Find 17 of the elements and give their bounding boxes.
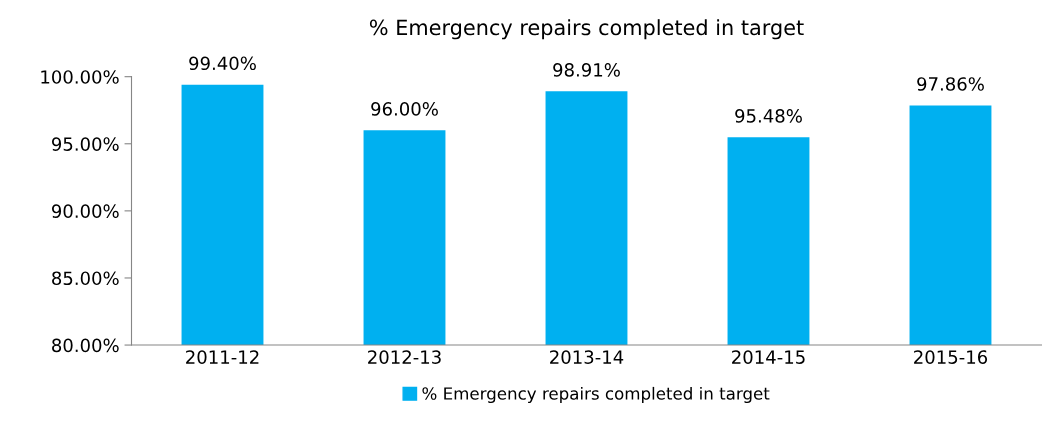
x-tick-label: 2011-12 [186,350,259,364]
x-tick-label: 2014-15 [732,350,805,364]
x-tick-label: 2013-14 [550,350,624,364]
y-tick-label: 95.00% [51,137,119,151]
data-label: 97.86% [917,77,984,91]
y-tick-label: 80.00% [52,338,119,353]
chart-title: % Emergency repairs completed in target [369,19,804,40]
x-tick-label: 2012-13 [368,350,441,364]
x-tick-label: 2015-16 [914,350,988,364]
y-tick-label: 100.00% [41,70,119,84]
data-label: 99.40% [189,56,256,71]
y-tick-label: 85.00% [52,271,119,286]
data-label: 95.48% [735,109,802,123]
legend-label: % Emergency repairs completed in target [422,386,770,404]
y-tick-label: 90.00% [51,204,119,218]
data-label: 98.91% [553,63,620,77]
data-label: 96.00% [371,102,438,116]
